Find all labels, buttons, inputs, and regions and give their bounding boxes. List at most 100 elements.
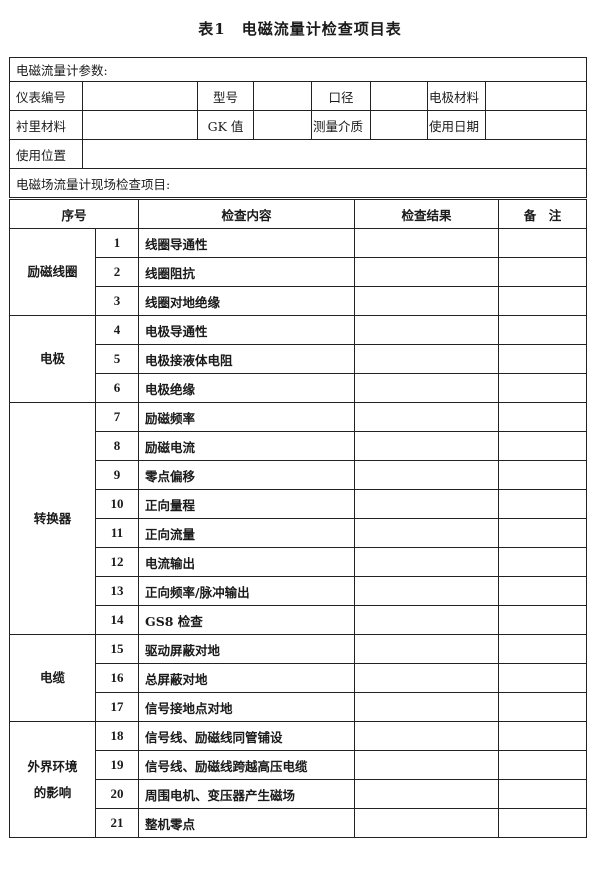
item-content: 信号接地点对地	[138, 692, 356, 722]
result-field[interactable]	[354, 344, 500, 374]
result-field[interactable]	[354, 315, 500, 345]
item-number: 8	[94, 431, 140, 461]
param-label: 测量介质	[311, 110, 371, 140]
param-value-field[interactable]	[82, 81, 198, 111]
remarks-field[interactable]	[498, 460, 588, 490]
result-field[interactable]	[354, 518, 500, 548]
remarks-field[interactable]	[498, 344, 588, 374]
result-field[interactable]	[354, 808, 500, 838]
item-content: 整机零点	[138, 808, 356, 838]
item-content: 电极导通性	[138, 315, 356, 345]
result-field[interactable]	[354, 721, 500, 751]
param-label: 使用位置	[9, 139, 83, 169]
remarks-field[interactable]	[498, 692, 588, 722]
table-row: 11 正向流量	[10, 518, 588, 548]
result-field[interactable]	[354, 605, 500, 635]
param-label: 使用日期	[427, 110, 486, 140]
param-value-field[interactable]	[484, 81, 588, 111]
item-number: 15	[94, 634, 140, 664]
table-row: 17 信号接地点对地	[10, 692, 588, 722]
item-content: 信号线、励磁线同管铺设	[138, 721, 356, 751]
remarks-field[interactable]	[498, 286, 588, 316]
result-field[interactable]	[354, 692, 500, 722]
result-field[interactable]	[354, 489, 500, 519]
table-row: 14 GS8 检查	[10, 605, 588, 635]
item-number: 9	[94, 460, 140, 490]
result-field[interactable]	[354, 663, 500, 693]
result-field[interactable]	[354, 547, 500, 577]
table-row: 19 信号线、励磁线跨越高压电缆	[10, 750, 588, 780]
remarks-field[interactable]	[498, 750, 588, 780]
item-content: 零点偏移	[138, 460, 356, 490]
result-field[interactable]	[354, 460, 500, 490]
item-content: 信号线、励磁线跨越高压电缆	[138, 750, 356, 780]
table-row: 转换器 7 励磁频率	[9, 402, 588, 635]
item-number: 17	[94, 692, 140, 722]
remarks-field[interactable]	[498, 431, 588, 461]
result-field[interactable]	[354, 634, 500, 664]
item-content: 电极绝缘	[138, 373, 356, 403]
result-field[interactable]	[354, 286, 500, 316]
remarks-field[interactable]	[498, 721, 588, 751]
remarks-field[interactable]	[498, 257, 588, 287]
remarks-field[interactable]	[498, 547, 588, 577]
remarks-field[interactable]	[498, 373, 588, 403]
remarks-field[interactable]	[498, 518, 588, 548]
result-field[interactable]	[354, 402, 500, 432]
table-row: 16 总屏蔽对地	[10, 663, 588, 693]
item-content: 电流输出	[138, 547, 356, 577]
param-value-field[interactable]	[484, 110, 588, 140]
item-number: 20	[94, 779, 140, 809]
remarks-field[interactable]	[498, 663, 588, 693]
remarks-field[interactable]	[498, 315, 588, 345]
group-name: 励磁线圈	[9, 228, 96, 316]
remarks-field[interactable]	[498, 489, 588, 519]
item-number: 19	[94, 750, 140, 780]
item-number: 12	[94, 547, 140, 577]
inspection-section-label: 电磁场流量计现场检查项目:	[8, 168, 588, 198]
param-label: GK 值	[197, 110, 254, 140]
location-value-field[interactable]	[81, 139, 588, 169]
remarks-field[interactable]	[498, 779, 588, 809]
result-field[interactable]	[354, 779, 500, 809]
table-row: 8 励磁电流	[10, 431, 588, 461]
param-value-field[interactable]	[370, 110, 428, 140]
param-value-field[interactable]	[82, 110, 198, 140]
result-field[interactable]	[354, 228, 500, 258]
remarks-field[interactable]	[498, 228, 588, 258]
param-value-field[interactable]	[253, 81, 312, 111]
remarks-field[interactable]	[498, 634, 588, 664]
remarks-field[interactable]	[498, 605, 588, 635]
table-row: 3 线圈对地绝缘	[10, 286, 588, 316]
item-content: 正向流量	[138, 518, 356, 548]
param-value-field[interactable]	[370, 81, 428, 111]
item-number: 16	[94, 663, 140, 693]
table-row: 外界环境 的影响 18 信号线、励磁线同管铺设	[9, 721, 588, 838]
item-content: 电极接液体电阻	[138, 344, 356, 374]
group-name: 外界环境 的影响	[9, 721, 96, 838]
result-field[interactable]	[354, 431, 500, 461]
result-field[interactable]	[354, 373, 500, 403]
header-result: 检查结果	[354, 199, 500, 229]
result-field[interactable]	[354, 750, 500, 780]
remarks-field[interactable]	[498, 808, 588, 838]
group-name: 电缆	[9, 634, 96, 722]
header-content: 检查内容	[138, 199, 356, 229]
table-title: 表1 电磁流量计检查项目表	[198, 20, 402, 38]
remarks-field[interactable]	[498, 402, 588, 432]
item-number: 1	[94, 228, 140, 258]
item-content: 正向量程	[138, 489, 356, 519]
header-number: 序号	[8, 199, 140, 229]
item-number: 21	[94, 808, 140, 838]
table-row: 10 正向量程	[10, 489, 588, 519]
param-value-field[interactable]	[253, 110, 312, 140]
table-row: 2 线圈阻抗	[10, 257, 588, 287]
item-content: 励磁电流	[138, 431, 356, 461]
item-content: 驱动屏蔽对地	[138, 634, 356, 664]
result-field[interactable]	[354, 576, 500, 606]
parameters-section-label: 电磁流量计参数:	[8, 57, 588, 82]
remarks-field[interactable]	[498, 576, 588, 606]
table-row: 电极 4 电极导通性	[9, 315, 588, 403]
result-field[interactable]	[354, 257, 500, 287]
table-row: 9 零点偏移	[10, 460, 588, 490]
